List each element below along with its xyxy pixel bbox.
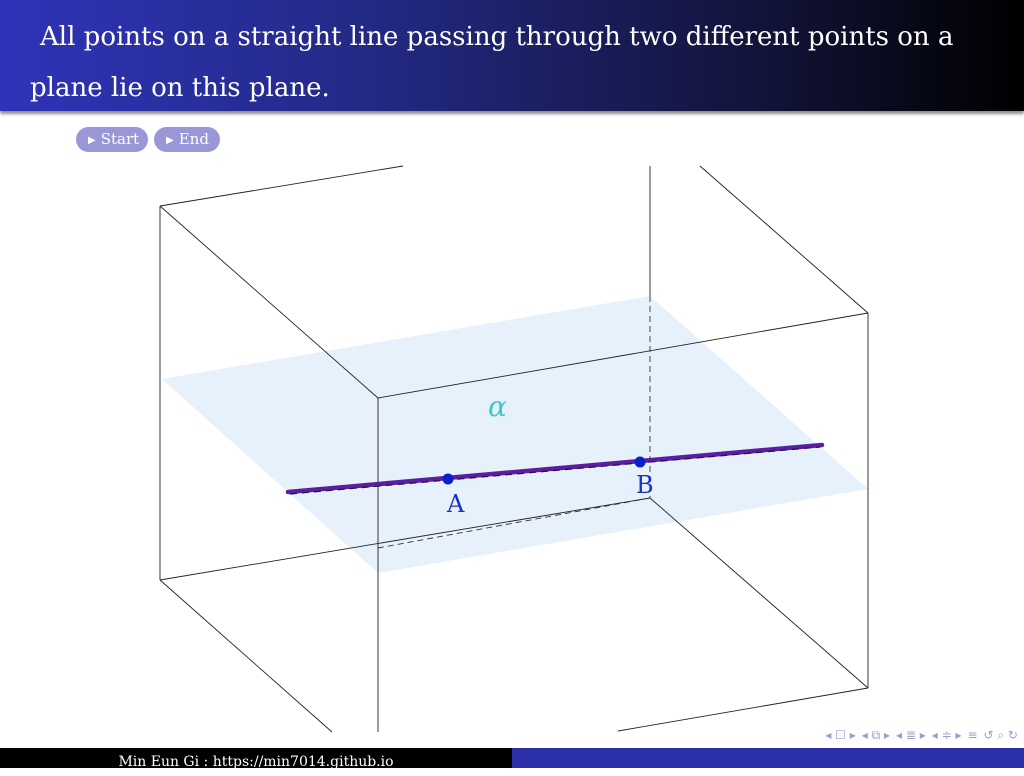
nav-search-icon[interactable]: ↺ ⌕ ↻ [983, 727, 1018, 742]
hidden-edge [377, 497, 651, 549]
footer-accent [512, 748, 1024, 768]
page-title: All points on a straight line passing th… [30, 22, 954, 103]
box-edge [649, 497, 869, 689]
nav-menu-icon[interactable]: ≡ [967, 728, 978, 742]
line-ab-dashes [289, 446, 821, 495]
point-b-label: B [636, 471, 654, 499]
line-ab [285, 442, 825, 495]
start-button-label: Start [100, 130, 140, 148]
point-a-label: A [446, 490, 465, 518]
start-button[interactable]: ▶ Start [76, 127, 148, 152]
play-icon: ▶ [166, 135, 174, 146]
footer-author: Min Eun Gi : https://min7014.github.io [118, 754, 394, 770]
end-button[interactable]: ▶ End [154, 127, 220, 152]
box-edges [159, 165, 869, 733]
box-edge [159, 205, 379, 399]
title-bar: All points on a straight line passing th… [0, 0, 1024, 111]
play-icon: ▶ [88, 135, 96, 146]
nav-section-icon[interactable]: ◂ ≑ ▸ [931, 728, 962, 742]
beamer-navigation: ◂ ☐ ▸ ◂ ⧉ ▸ ◂ ≣ ▸ ◂ ≑ ▸ ≡ ↺ ⌕ ↻ [825, 725, 1018, 745]
box-edge [159, 497, 651, 581]
end-button-label: End [178, 130, 209, 148]
plane-alpha [162, 296, 868, 573]
nav-frame-icon[interactable]: ◂ ⧉ ▸ [861, 727, 890, 742]
plane-alpha-label: α [488, 390, 507, 423]
box-edge [159, 579, 333, 733]
box-edge [699, 165, 869, 314]
point-b [634, 456, 646, 468]
nav-prev-icon[interactable]: ◂ ☐ ▸ [825, 728, 856, 742]
box-edge [159, 165, 404, 207]
hidden-edges [377, 296, 651, 549]
footer-bar: Min Eun Gi : https://min7014.github.io [0, 748, 1024, 770]
box-edge [377, 312, 869, 399]
point-a [442, 473, 454, 485]
box-edge [617, 687, 869, 732]
nav-subsection-icon[interactable]: ◂ ≣ ▸ [896, 728, 926, 742]
